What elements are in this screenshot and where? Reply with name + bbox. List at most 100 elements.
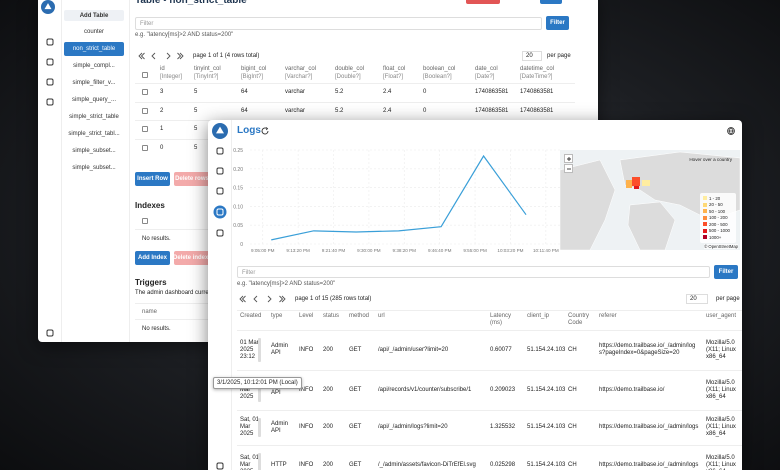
nav-glyph [46,329,54,337]
button[interactable]: Delete indexes [173,251,215,265]
table-item[interactable]: simple_query_... [71,97,117,103]
button[interactable]: Add Index [135,251,170,265]
column-name: Country Code [568,313,590,326]
button[interactable]: Delete rows [174,172,210,186]
x-tick-label: 9:55:00 PM [463,248,487,253]
logo [212,123,228,139]
pager-button[interactable] [164,52,172,60]
filter-input[interactable]: Filter [237,266,710,278]
column-type: [Integer] [160,74,183,80]
cell: 51.154.24.103 [527,411,567,444]
nav-icon [46,329,54,337]
button[interactable]: Insert Row [135,172,170,186]
map-legend: 1 - 20 20 - 50 50 - 100 100 - 200 200 - 500 5… [700,193,736,243]
y-tick-label: 0.05 [233,223,243,229]
checkbox[interactable] [142,218,148,224]
legend-swatch [703,209,707,213]
column-name: name [142,309,158,315]
page-size[interactable]: 20 [522,51,542,61]
pager-button[interactable] [279,295,287,303]
cell-text: CH [568,424,577,430]
chevron [281,295,286,303]
x-tick-label: 9:30:00 PM [357,248,381,253]
language-button[interactable] [727,127,735,135]
chevron [241,295,246,303]
cell: 200 [323,331,347,369]
table-item[interactable]: counter [83,29,104,35]
table-item[interactable]: simple_subset... [72,148,116,154]
cell: Sat, 01 Mar 2025 [240,446,264,470]
country-fill [632,177,640,186]
table-item[interactable]: non_strict_table [64,42,124,56]
column-name: user_agent [706,313,737,319]
column-name: datetime_col [520,66,555,72]
table-item[interactable]: simple_strict_tabl... [68,131,120,137]
zoom-button[interactable] [564,154,573,163]
x-tick-label: 9:13:20 PM [286,248,310,253]
column-name: Latency (ms) [490,313,512,326]
legend-swatch [703,228,707,233]
logo-mark [44,3,52,10]
pager-button[interactable] [238,295,246,303]
checkbox[interactable] [142,72,148,78]
nav-glyph [216,229,224,237]
button[interactable]: Delete [466,0,500,4]
table-item[interactable]: simple_compl... [73,63,115,69]
nav-icon [46,58,54,66]
zoom-line [567,157,571,161]
pager-button[interactable] [177,52,185,60]
legend-label: 500 - 1000 [709,228,730,233]
button[interactable]: Filter [546,16,569,30]
page-title: Logs [237,125,261,136]
table-item[interactable]: simple_filter_v... [72,80,116,86]
button[interactable]: Filter [714,265,738,279]
cell: Mozilla/5.0 (X11; Linux x86_64 [706,446,742,470]
cell: 51.154.24.103 [527,331,567,369]
pager-button[interactable] [252,295,260,303]
cell: 1740863581 [475,107,509,114]
scroll-thumb [258,453,261,470]
filter-input[interactable]: Filter [135,17,542,30]
legend-label: 200 - 500 [709,221,728,227]
cell: 2.4 [383,89,392,95]
cell: 1740863581 [520,107,554,114]
legend-label: 50 - 100 [709,208,726,214]
checkbox[interactable] [142,126,148,133]
y-tick-label: 0.15 [233,186,243,192]
row-divider [135,101,575,103]
cell-text: GET [349,424,362,430]
cell-text: 200 [323,461,334,468]
cell: 51.154.24.103 [527,446,567,470]
y-tick-label: 0.20 [233,167,243,173]
cell: 64 [241,89,248,95]
tooltip: 3/1/2025, 10:12:01 PM (Local) [213,377,302,389]
checkbox[interactable] [142,89,148,95]
cell-text: 0.209023 [490,386,516,393]
pager-button[interactable] [137,52,145,60]
table-item[interactable]: simple_strict_table [69,114,119,120]
checkbox[interactable] [142,107,148,114]
refresh-button[interactable] [261,127,269,135]
page-size[interactable]: 20 [686,294,708,304]
cell: 200 [323,411,347,444]
nav-icon [216,462,224,470]
button[interactable]: Add Table [64,10,124,21]
table-item[interactable]: simple_subset... [72,165,116,171]
button[interactable]: Add [540,0,562,4]
x-tick-label: 9:38:20 PM [393,248,417,253]
cell-text: 1.325532 [490,424,516,430]
pager-button[interactable] [265,295,273,303]
pager-button[interactable] [150,52,158,60]
chevron [177,52,182,60]
chevron [279,295,284,303]
section-title: Indexes [135,201,165,210]
zoom-button[interactable] [564,164,573,173]
cell-text: GET [349,461,362,468]
checkbox[interactable] [142,145,148,152]
cell: INFO [299,371,321,409]
cell: /api/records/v1/counter/subscribe/1 [378,371,486,409]
cell: HTTP [271,446,297,470]
column-name: double_col [335,66,365,72]
cell-text: /api/records/v1/counter/subscribe/1 [378,386,472,393]
column-name: status [323,313,340,319]
